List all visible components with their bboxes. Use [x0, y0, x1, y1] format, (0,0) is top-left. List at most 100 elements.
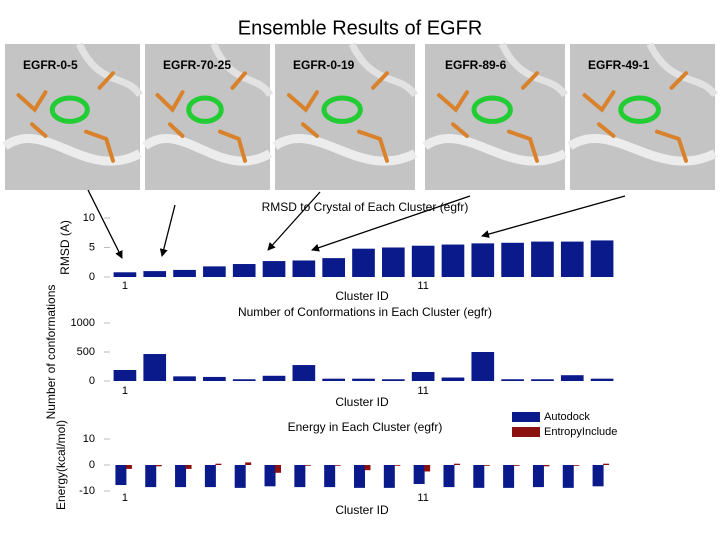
y-tick-label: 10: [83, 212, 95, 224]
residues: [287, 71, 389, 163]
chart-title: Energy in Each Cluster (egfr): [288, 420, 443, 434]
molecule-image: [5, 44, 140, 190]
panel-label: EGFR-70-25: [163, 58, 231, 72]
bar: [573, 465, 580, 466]
y-tick-label: 5: [89, 241, 95, 253]
arrow: [87, 189, 123, 259]
ribbon: [2, 134, 143, 166]
bar: [381, 379, 405, 381]
y-axis-label: Energy(kcal/mol): [54, 420, 68, 510]
bar: [453, 463, 460, 465]
chart: RMSD to Crystal of Each Cluster (egfr) Cl…: [58, 200, 614, 303]
bar: [234, 465, 246, 488]
residues: [437, 71, 539, 163]
arrow: [267, 191, 321, 251]
bar: [411, 245, 435, 277]
panel-label: EGFR-89-6: [445, 58, 507, 72]
bar: [590, 378, 614, 381]
x-axis-label: Cluster ID: [335, 395, 389, 409]
bar: [411, 372, 435, 381]
y-tick-label: 0: [89, 271, 95, 283]
y-tick-label: 10: [83, 433, 95, 445]
ribbon: [210, 42, 274, 98]
residues: [582, 71, 688, 163]
bar: [173, 376, 196, 381]
bar: [473, 465, 485, 488]
bar: [143, 271, 167, 277]
bar: [324, 465, 336, 488]
bar: [381, 247, 405, 277]
x-tick-label: 1: [122, 492, 128, 504]
bar: [113, 272, 137, 277]
bar: [294, 465, 306, 488]
bar: [603, 463, 610, 465]
arrows: [87, 189, 626, 259]
y-tick-label: 0: [89, 375, 95, 387]
bar: [543, 465, 550, 467]
y-axis-label: RMSD (A): [58, 220, 72, 275]
bar: [175, 465, 187, 488]
bar: [531, 379, 554, 381]
ligand: [618, 95, 661, 124]
bar: [203, 266, 226, 277]
residues: [16, 71, 115, 163]
ribbon: [567, 134, 718, 166]
bar: [262, 261, 286, 277]
chart: Number of Conformations in Each Cluster …: [44, 285, 614, 419]
bar: [334, 465, 341, 466]
bar: [441, 377, 465, 381]
bar: [501, 242, 524, 277]
x-tick-label: 1: [122, 280, 128, 292]
bar: [245, 462, 252, 465]
bar: [262, 375, 286, 381]
arrow: [159, 204, 176, 257]
ribbon: [76, 42, 143, 98]
panel-label: EGFR-49-1: [588, 58, 650, 72]
bar: [560, 375, 584, 381]
ribbon: [422, 134, 568, 166]
bar: [322, 258, 346, 277]
bar: [560, 241, 584, 277]
ligand: [321, 95, 363, 124]
bar: [173, 269, 196, 277]
ribbon: [646, 42, 718, 98]
ligand: [49, 95, 90, 124]
bar: [364, 465, 371, 471]
bar: [413, 465, 425, 484]
bar: [264, 465, 276, 487]
bar: [424, 465, 431, 472]
x-tick-label: 11: [417, 280, 428, 292]
x-tick-label: 1: [122, 385, 128, 397]
bar: [354, 465, 365, 488]
bar: [185, 465, 192, 469]
x-tick-label: 11: [417, 492, 428, 504]
bar: [232, 379, 256, 381]
bar: [483, 465, 490, 466]
molecule-image: [425, 44, 565, 190]
bar: [590, 240, 614, 277]
molecule-image: [275, 44, 415, 190]
ribbon: [348, 42, 418, 98]
bar: [275, 465, 282, 473]
x-axis-label: Cluster ID: [335, 503, 389, 517]
ribbon: [498, 42, 568, 98]
legend-label: EntropyInclude: [544, 426, 617, 438]
panel-label: EGFR-0-5: [23, 58, 78, 72]
bar: [215, 463, 222, 465]
y-tick-label: 500: [77, 346, 95, 358]
bar: [292, 260, 316, 277]
bar: [513, 465, 520, 466]
bar: [232, 264, 256, 277]
molecule-image: [145, 44, 270, 190]
residues: [155, 71, 247, 163]
legend-label: Autodock: [544, 411, 590, 423]
chart-title: Number of Conformations in Each Cluster …: [238, 305, 492, 319]
ligand: [471, 95, 513, 124]
bar: [304, 465, 311, 466]
ribbon: [142, 134, 273, 166]
bar: [143, 354, 167, 381]
ribbon: [272, 134, 418, 166]
bar: [394, 465, 401, 466]
